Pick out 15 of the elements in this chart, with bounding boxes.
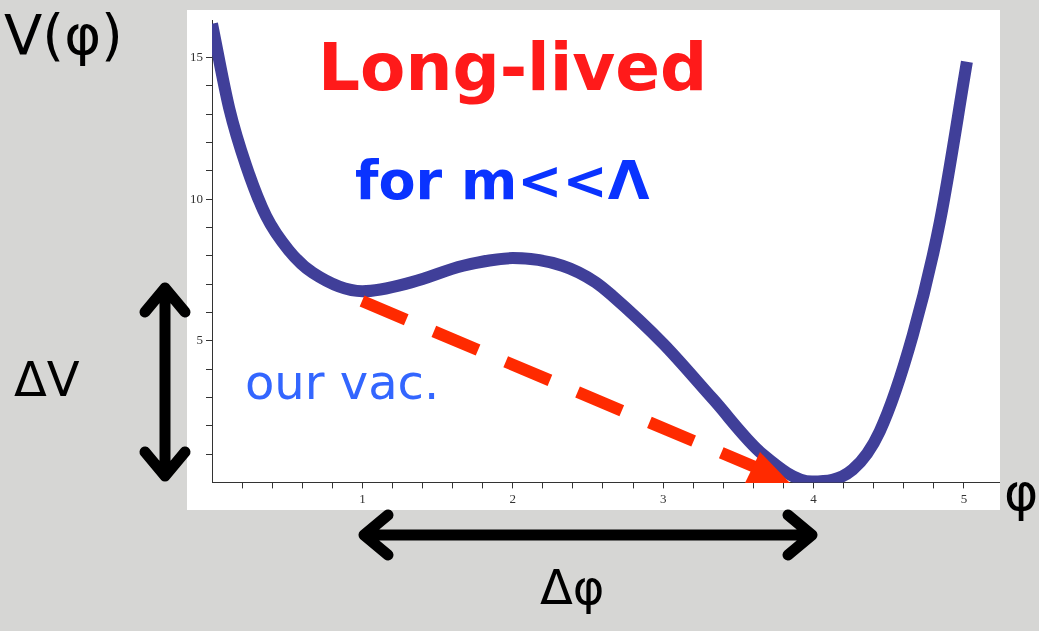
x-tick-label: 2 xyxy=(509,490,517,506)
text: Δφ xyxy=(540,559,605,616)
text: ΔV xyxy=(14,351,80,408)
annotation: Long-lived xyxy=(318,29,708,106)
x-tick-label: 1 xyxy=(359,490,366,506)
y-axis-title: V(φ) xyxy=(4,2,123,68)
y-tick-label: 5 xyxy=(196,332,203,348)
x-tick-label: 4 xyxy=(810,490,818,506)
x-tick-label: 3 xyxy=(659,490,667,506)
y-tick-label: 15 xyxy=(190,49,203,65)
y-tick-label: 10 xyxy=(190,190,203,206)
x-tick-label: 5 xyxy=(960,490,968,506)
annotation: for m<<Λ xyxy=(355,149,650,213)
annotation: our vac. xyxy=(245,354,440,411)
x-axis-title: φ xyxy=(1004,462,1039,522)
